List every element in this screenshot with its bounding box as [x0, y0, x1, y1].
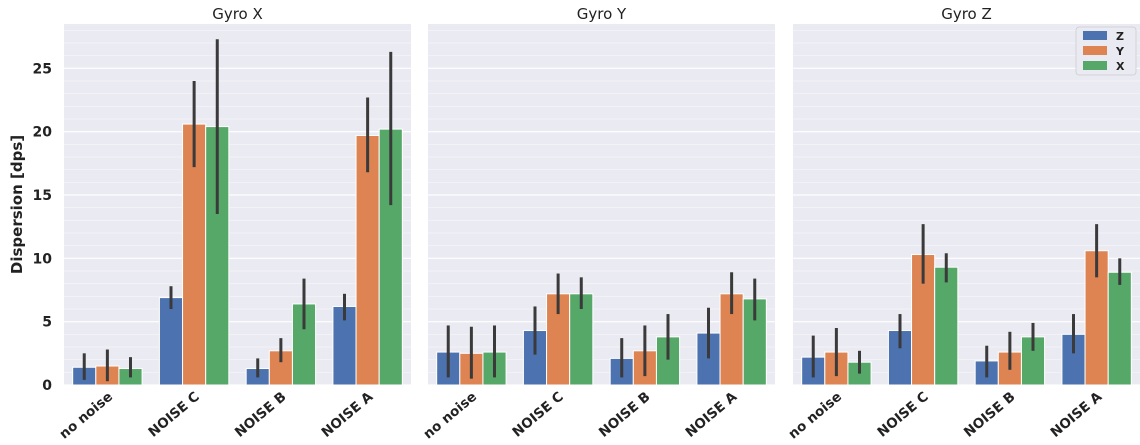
y-tick-label: 20	[33, 125, 53, 141]
x-tick-label: NOISE B	[596, 389, 654, 441]
y-tick-label: 10	[33, 251, 53, 267]
x-tick-label: NOISE B	[961, 389, 1019, 441]
panel-title: Gyro X	[212, 5, 263, 23]
legend-swatch-z	[1083, 31, 1107, 40]
x-tick-label: NOISE C	[509, 389, 566, 441]
y-axis-label: Dispersion [dps]	[8, 135, 26, 274]
panel-background	[428, 24, 775, 385]
panel-title: Gyro Y	[577, 5, 627, 23]
legend: ZYX	[1075, 26, 1137, 76]
x-tick-label: no noise	[56, 389, 116, 441]
legend-label-x: X	[1116, 60, 1125, 73]
y-tick-label: 25	[33, 61, 52, 77]
x-tick-label: no noise	[785, 389, 845, 441]
panel-1: Gyro X no noise NOISE C NOISE B NOISE A	[56, 5, 411, 442]
legend-label-y: Y	[1115, 45, 1125, 58]
bar-y	[355, 134, 380, 386]
x-tick-label: NOISE A	[319, 388, 377, 440]
y-tick-label: 0	[42, 378, 52, 394]
panel-title: Gyro Z	[941, 5, 992, 23]
panel-2: Gyro Y no noise NOISE C NOISE B NOISE A	[420, 5, 775, 442]
legend-swatch-y	[1083, 46, 1107, 55]
x-tick-label: NOISE A	[683, 388, 741, 440]
panel-background	[793, 24, 1140, 385]
legend-swatch-x	[1083, 61, 1107, 70]
y-tick-label: 15	[33, 188, 52, 204]
x-tick-label: no noise	[420, 389, 480, 441]
bar-x	[934, 266, 959, 386]
x-tick-label: NOISE B	[232, 389, 290, 441]
x-tick-label: NOISE C	[874, 389, 931, 441]
x-tick-label: NOISE C	[145, 389, 202, 441]
legend-label-z: Z	[1116, 30, 1124, 43]
x-tick-label: NOISE A	[1048, 388, 1106, 440]
y-tick-label: 5	[42, 315, 52, 331]
bar-z	[158, 297, 184, 386]
bar-x	[1107, 271, 1132, 386]
